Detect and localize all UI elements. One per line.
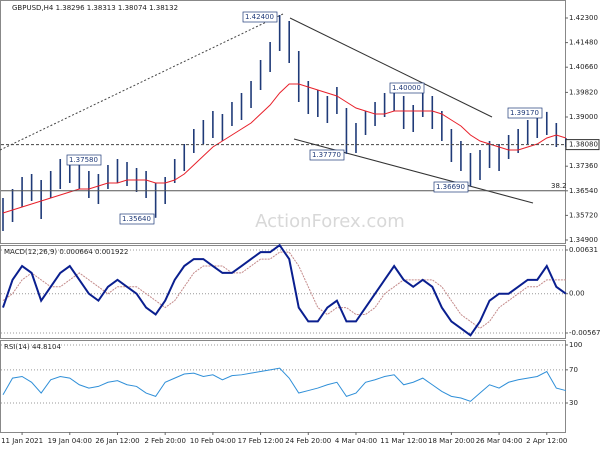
x-tick-label: 26 Mar 04:00 [476,437,523,445]
x-tick-label: 11 Jan 2021 [1,437,43,445]
annotation-box [242,11,278,23]
annotation-box [389,82,425,94]
channel-line [289,17,493,118]
x-tick-label: 10 Feb 04:00 [190,437,236,445]
rsi-line [2,367,566,402]
annotation-box [433,181,469,193]
annotation-box [119,213,155,225]
x-tick-label: 26 Jan 12:00 [95,437,139,445]
y-tick-label: 0.00 [569,290,585,298]
y-tick-label: 1.40660 [569,63,598,71]
macd-line [2,243,567,337]
annotation: 1.42400 [245,13,274,21]
x-tick-label: 4 Mar 04:00 [335,437,377,445]
x-tick-label: 2 Feb 20:00 [144,437,185,445]
fib-label: 38.2 [551,182,567,190]
macd-title: MACD(12,26,9) 0.000664 0.001922 [4,248,128,256]
x-tick-label: 11 Mar 12:00 [380,437,427,445]
y-tick-label: 1.39820 [569,88,598,96]
x-tick-label: 17 Feb 12:00 [238,437,284,445]
channel-line [293,138,534,204]
y-tick-label: 1.35720 [569,211,598,219]
watermark: ActionForex.com [255,211,405,232]
price-label: 1.38080 [569,141,598,149]
y-tick-label: 1.37360 [569,162,598,170]
annotation: 1.35640 [122,215,151,223]
y-tick-label: 1.36540 [569,187,598,195]
y-tick-label: 30 [569,399,578,407]
annotation-box [309,149,345,161]
macd-panel [0,245,566,339]
y-tick-label: 1.42300 [569,14,598,22]
price-box [565,139,600,151]
y-tick-label: 100 [569,341,582,349]
annotation: 1.39170 [510,109,539,117]
trend-line [0,13,284,151]
rsi-panel [0,340,566,433]
x-tick-label: 2 Apr 12:00 [526,437,567,445]
chart-title: GBPUSD,H4 1.38296 1.38313 1.38074 1.3813… [12,4,178,12]
x-tick-label: 24 Feb 20:00 [285,437,331,445]
x-tick-label: 19 Jan 04:00 [48,437,92,445]
annotation: 1.40000 [392,84,421,92]
y-tick-label: 1.39000 [569,113,598,121]
rsi-title: RSI(14) 44.8104 [4,343,61,351]
annotation: 1.37580 [69,156,98,164]
y-tick-label: 1.41480 [569,39,598,47]
annotation-box [66,154,102,166]
y-tick-label: 70 [569,366,578,374]
annotation-box [507,107,543,119]
annotation: 1.37770 [312,151,341,159]
x-tick-label: 18 Mar 20:00 [428,437,475,445]
y-tick-label: 1.34900 [569,236,598,244]
moving-average [2,83,567,214]
annotation: 1.36690 [436,183,465,191]
y-tick-label: 0.00631 [569,246,598,254]
price-panel [0,0,566,244]
